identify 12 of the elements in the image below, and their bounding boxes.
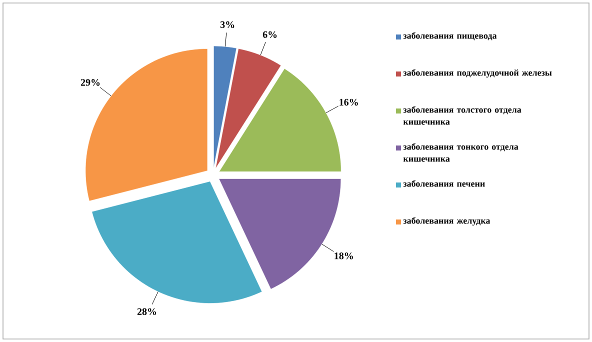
data-label: 18% bbox=[334, 252, 353, 260]
legend-label: заболевания поджелудочной железы bbox=[403, 69, 552, 78]
legend-label: заболевания печени bbox=[403, 180, 485, 187]
legend-label: заболевания желудка bbox=[403, 217, 490, 226]
legend-label: заболевания тонкого отдела кишечника bbox=[403, 143, 518, 162]
legend-label: заболевания толстого отдела кишечника bbox=[403, 106, 522, 125]
data-label: 16% bbox=[340, 98, 358, 106]
data-label: 6% bbox=[262, 31, 277, 38]
data-label: 29% bbox=[80, 79, 100, 86]
legend-label: заболевания пищевода bbox=[403, 32, 497, 40]
data-label: 28% bbox=[137, 308, 156, 315]
data-label: 3% bbox=[220, 21, 234, 28]
